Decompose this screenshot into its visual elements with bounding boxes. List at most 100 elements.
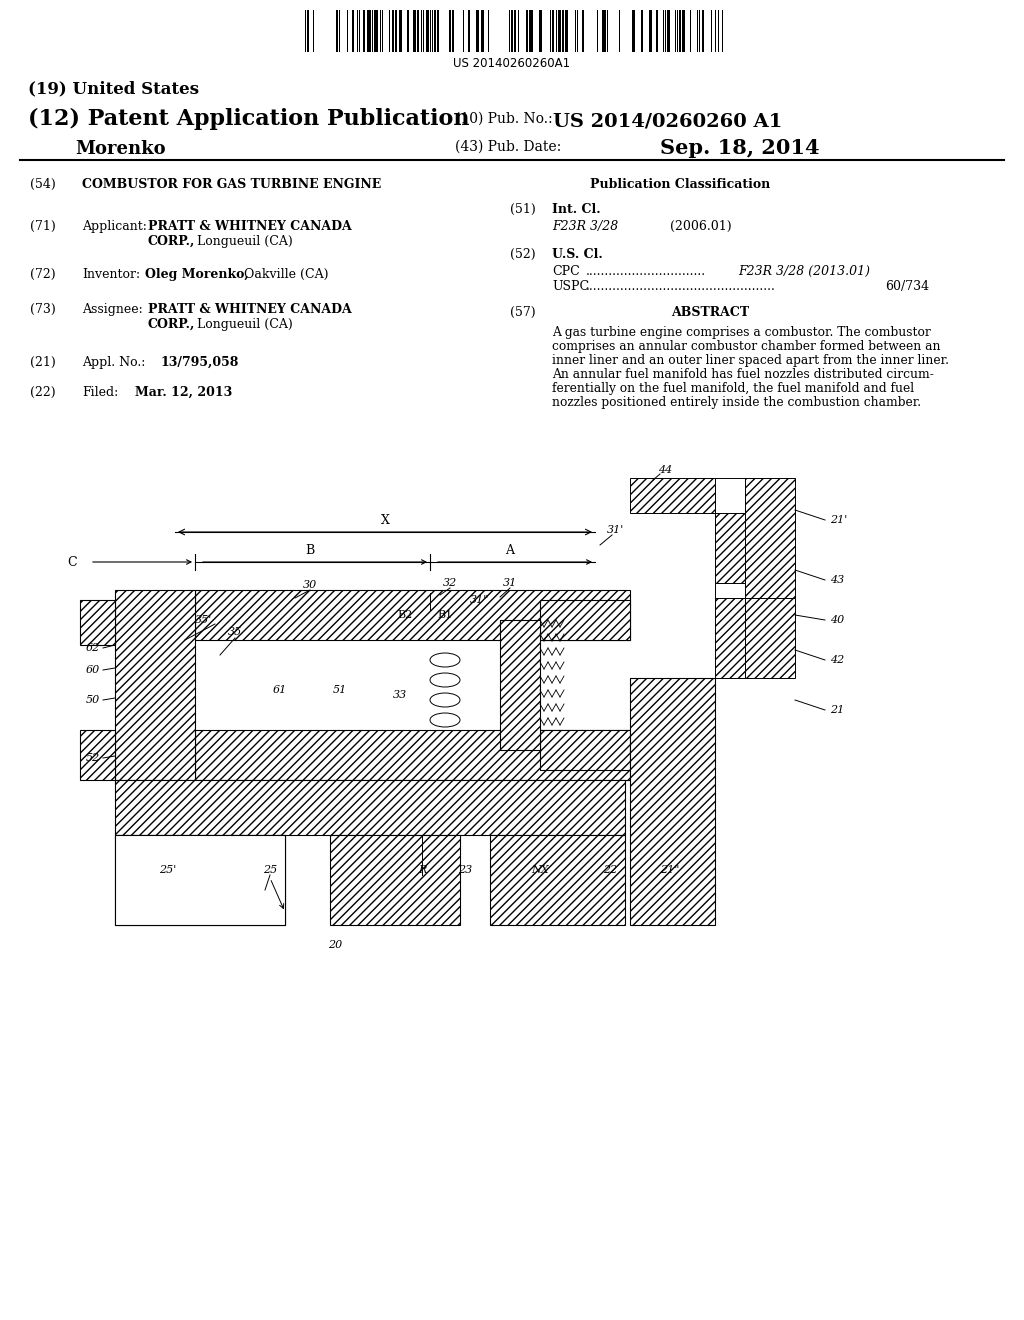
Text: CPC: CPC bbox=[552, 265, 580, 279]
Text: Applicant:: Applicant: bbox=[82, 220, 146, 234]
Text: (73): (73) bbox=[30, 304, 55, 315]
Text: inner liner and an outer liner spaced apart from the inner liner.: inner liner and an outer liner spaced ap… bbox=[552, 354, 949, 367]
Bar bbox=[330, 836, 460, 925]
Text: 35: 35 bbox=[228, 627, 243, 638]
Text: Longueuil (CA): Longueuil (CA) bbox=[193, 318, 293, 331]
Bar bbox=[540, 730, 630, 770]
Text: B2: B2 bbox=[397, 610, 413, 620]
Bar bbox=[630, 678, 715, 925]
Text: 60/734: 60/734 bbox=[885, 280, 929, 293]
Bar bbox=[115, 590, 195, 780]
Text: PRATT & WHITNEY CANADA: PRATT & WHITNEY CANADA bbox=[148, 304, 352, 315]
Bar bbox=[500, 620, 540, 750]
Text: 21: 21 bbox=[830, 705, 844, 715]
Text: 21': 21' bbox=[830, 515, 847, 525]
Text: .................................................: ........................................… bbox=[586, 280, 776, 293]
Text: PRATT & WHITNEY CANADA: PRATT & WHITNEY CANADA bbox=[148, 220, 352, 234]
Text: Oleg Morenko,: Oleg Morenko, bbox=[145, 268, 249, 281]
Text: Assignee:: Assignee: bbox=[82, 304, 142, 315]
Text: (12) Patent Application Publication: (12) Patent Application Publication bbox=[28, 108, 469, 131]
Text: 40: 40 bbox=[830, 615, 844, 624]
Text: An annular fuel manifold has fuel nozzles distributed circum-: An annular fuel manifold has fuel nozzle… bbox=[552, 368, 934, 381]
Text: Inventor:: Inventor: bbox=[82, 268, 140, 281]
Bar bbox=[490, 836, 625, 925]
Text: (21): (21) bbox=[30, 356, 55, 370]
Text: 31": 31" bbox=[470, 595, 489, 605]
Text: 25: 25 bbox=[263, 865, 278, 875]
Text: C: C bbox=[68, 556, 77, 569]
Text: Appl. No.:: Appl. No.: bbox=[82, 356, 145, 370]
Text: 52: 52 bbox=[86, 752, 100, 763]
Text: 21": 21" bbox=[660, 865, 680, 875]
Text: 61: 61 bbox=[272, 685, 287, 696]
Text: Longueuil (CA): Longueuil (CA) bbox=[193, 235, 293, 248]
Text: X: X bbox=[381, 513, 389, 527]
Text: 25': 25' bbox=[160, 865, 176, 875]
Text: 51: 51 bbox=[333, 685, 347, 696]
Bar bbox=[715, 583, 745, 598]
Text: (51): (51) bbox=[510, 203, 536, 216]
Text: A: A bbox=[506, 544, 514, 557]
Bar bbox=[80, 730, 115, 780]
Bar bbox=[540, 601, 630, 640]
Bar bbox=[630, 678, 715, 708]
Text: U.S. Cl.: U.S. Cl. bbox=[552, 248, 603, 261]
Text: 50: 50 bbox=[86, 696, 100, 705]
Text: 43: 43 bbox=[830, 576, 844, 585]
Bar bbox=[115, 836, 285, 925]
Text: comprises an annular combustor chamber formed between an: comprises an annular combustor chamber f… bbox=[552, 341, 940, 352]
Text: CORP.,: CORP., bbox=[148, 318, 196, 331]
Text: US 2014/0260260 A1: US 2014/0260260 A1 bbox=[553, 112, 782, 129]
Text: 42: 42 bbox=[830, 655, 844, 665]
Text: A gas turbine engine comprises a combustor. The combustor: A gas turbine engine comprises a combust… bbox=[552, 326, 931, 339]
Bar bbox=[80, 601, 115, 645]
Bar bbox=[715, 598, 745, 678]
Bar bbox=[745, 478, 795, 598]
Bar bbox=[715, 478, 745, 513]
Text: 31: 31 bbox=[503, 578, 517, 587]
Text: B1: B1 bbox=[437, 610, 453, 620]
Text: (22): (22) bbox=[30, 385, 55, 399]
Text: CORP.,: CORP., bbox=[148, 235, 196, 248]
Text: 60: 60 bbox=[86, 665, 100, 675]
Bar bbox=[715, 513, 745, 583]
Bar bbox=[745, 598, 795, 678]
Text: 23: 23 bbox=[458, 865, 472, 875]
Bar bbox=[115, 780, 625, 836]
Text: US 20140260260A1: US 20140260260A1 bbox=[454, 57, 570, 70]
Text: (10) Pub. No.:: (10) Pub. No.: bbox=[455, 112, 553, 125]
Text: Publication Classification: Publication Classification bbox=[590, 178, 770, 191]
Text: (52): (52) bbox=[510, 248, 536, 261]
Text: Morenko: Morenko bbox=[75, 140, 166, 158]
Text: nozzles positioned entirely inside the combustion chamber.: nozzles positioned entirely inside the c… bbox=[552, 396, 922, 409]
Text: ABSTRACT: ABSTRACT bbox=[671, 306, 750, 319]
Text: F23R 3/28 (2013.01): F23R 3/28 (2013.01) bbox=[738, 265, 870, 279]
Text: F23R 3/28: F23R 3/28 bbox=[552, 220, 618, 234]
Text: 62: 62 bbox=[86, 643, 100, 653]
Text: Int. Cl.: Int. Cl. bbox=[552, 203, 601, 216]
Text: (72): (72) bbox=[30, 268, 55, 281]
Text: ferentially on the fuel manifold, the fuel manifold and fuel: ferentially on the fuel manifold, the fu… bbox=[552, 381, 914, 395]
Text: NX: NX bbox=[531, 865, 549, 875]
Bar bbox=[195, 730, 630, 780]
Text: 31': 31' bbox=[606, 525, 624, 535]
Text: (57): (57) bbox=[510, 306, 536, 319]
Text: ...............................: ............................... bbox=[586, 265, 707, 279]
Text: (2006.01): (2006.01) bbox=[670, 220, 731, 234]
Bar bbox=[115, 836, 285, 925]
Text: Mar. 12, 2013: Mar. 12, 2013 bbox=[135, 385, 232, 399]
Text: Oakville (CA): Oakville (CA) bbox=[240, 268, 329, 281]
Text: 20: 20 bbox=[328, 940, 342, 950]
Text: R: R bbox=[418, 865, 426, 875]
Text: (43) Pub. Date:: (43) Pub. Date: bbox=[455, 140, 561, 154]
Text: (71): (71) bbox=[30, 220, 55, 234]
Text: (19) United States: (19) United States bbox=[28, 81, 199, 96]
Text: Filed:: Filed: bbox=[82, 385, 118, 399]
Text: 32: 32 bbox=[442, 578, 457, 587]
Text: 33: 33 bbox=[393, 690, 408, 700]
Bar bbox=[630, 478, 715, 513]
Text: Sep. 18, 2014: Sep. 18, 2014 bbox=[660, 139, 819, 158]
Text: (54): (54) bbox=[30, 178, 55, 191]
Text: USPC: USPC bbox=[552, 280, 589, 293]
Text: B: B bbox=[305, 544, 314, 557]
